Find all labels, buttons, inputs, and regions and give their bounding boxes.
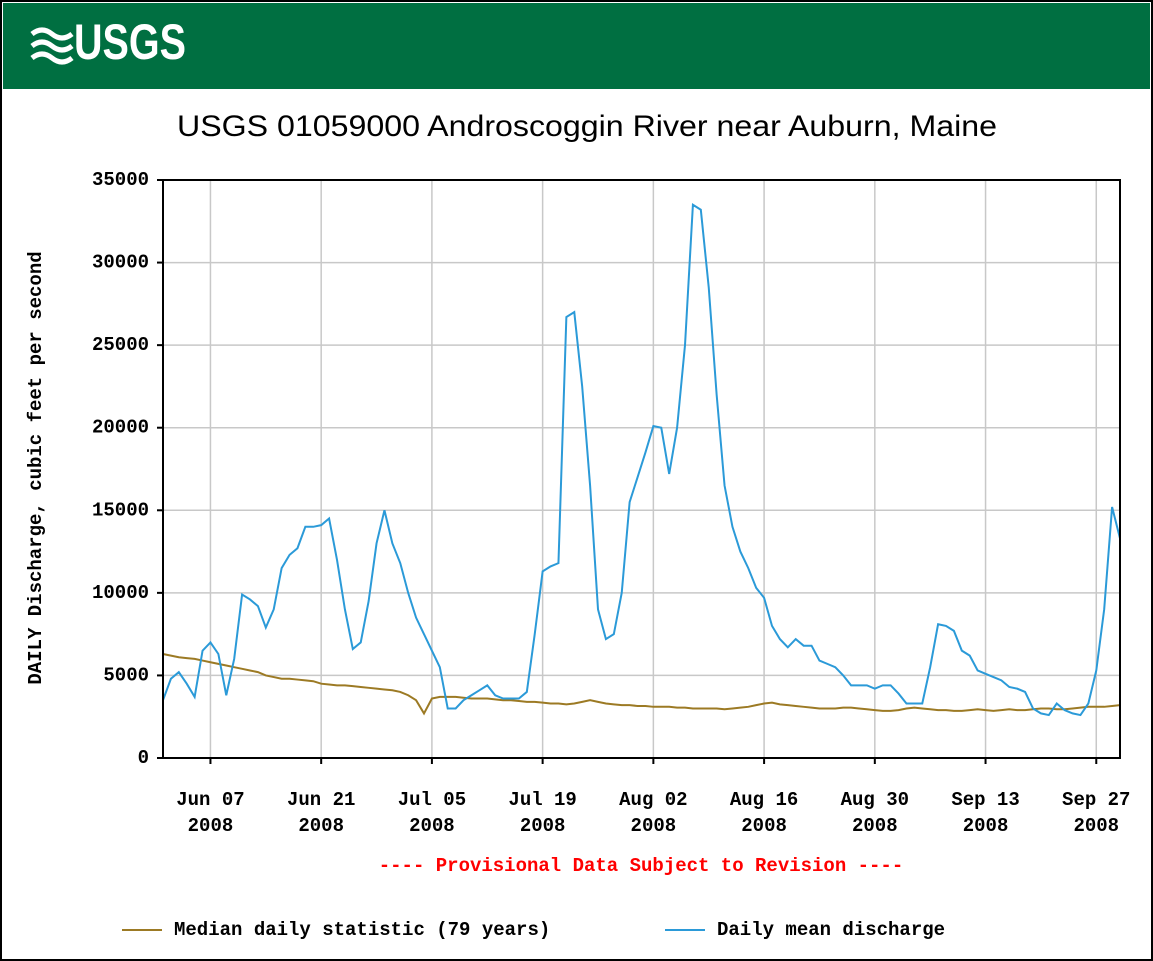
x-tick-label: 2008 bbox=[852, 815, 898, 837]
logo-icon bbox=[30, 27, 74, 65]
legend-label: Daily mean discharge bbox=[717, 919, 945, 941]
series-line bbox=[162, 203, 1121, 717]
annotation: ---- Provisional Data Subject to Revisio… bbox=[379, 855, 904, 877]
y-tick-label: 0 bbox=[138, 747, 149, 769]
header-band bbox=[3, 3, 1150, 89]
x-tick-label: Aug 16 bbox=[730, 789, 798, 811]
x-tick-label: 2008 bbox=[963, 815, 1009, 837]
legend-label: Median daily statistic (79 years) bbox=[174, 919, 550, 941]
x-tick-label: Aug 30 bbox=[841, 789, 909, 811]
x-tick-label: 2008 bbox=[520, 815, 566, 837]
x-tick-label: Sep 13 bbox=[951, 789, 1019, 811]
x-tick-label: 2008 bbox=[631, 815, 677, 837]
y-tick-label: 20000 bbox=[92, 417, 149, 439]
x-tick-label: Jul 05 bbox=[398, 789, 466, 811]
x-tick-label: Aug 02 bbox=[619, 789, 687, 811]
plot-area bbox=[163, 180, 1120, 758]
series-line bbox=[162, 652, 1121, 716]
y-tick-label: 10000 bbox=[92, 582, 149, 604]
x-tick-label: Jun 21 bbox=[287, 789, 355, 811]
x-tick-label: 2008 bbox=[188, 815, 234, 837]
x-tick-label: 2008 bbox=[741, 815, 787, 837]
y-tick-label: 15000 bbox=[92, 499, 149, 521]
x-tick-label: Sep 27 bbox=[1062, 789, 1130, 811]
x-tick-label: 2008 bbox=[1073, 815, 1119, 837]
logo-text: USGS bbox=[74, 14, 186, 70]
x-tick-label: Jun 07 bbox=[176, 789, 244, 811]
chart-title: USGS 01059000 Androscoggin River near Au… bbox=[177, 110, 997, 143]
y-tick-label: 30000 bbox=[92, 252, 149, 274]
x-tick-label: 2008 bbox=[298, 815, 344, 837]
x-tick-label: Jul 19 bbox=[508, 789, 576, 811]
y-tick-label: 35000 bbox=[92, 169, 149, 191]
y-axis-label: DAILY Discharge, cubic feet per second bbox=[25, 251, 47, 684]
y-tick-label: 25000 bbox=[92, 334, 149, 356]
y-tick-label: 5000 bbox=[103, 664, 149, 686]
plot-frame bbox=[162, 179, 1121, 759]
x-tick-label: 2008 bbox=[409, 815, 455, 837]
